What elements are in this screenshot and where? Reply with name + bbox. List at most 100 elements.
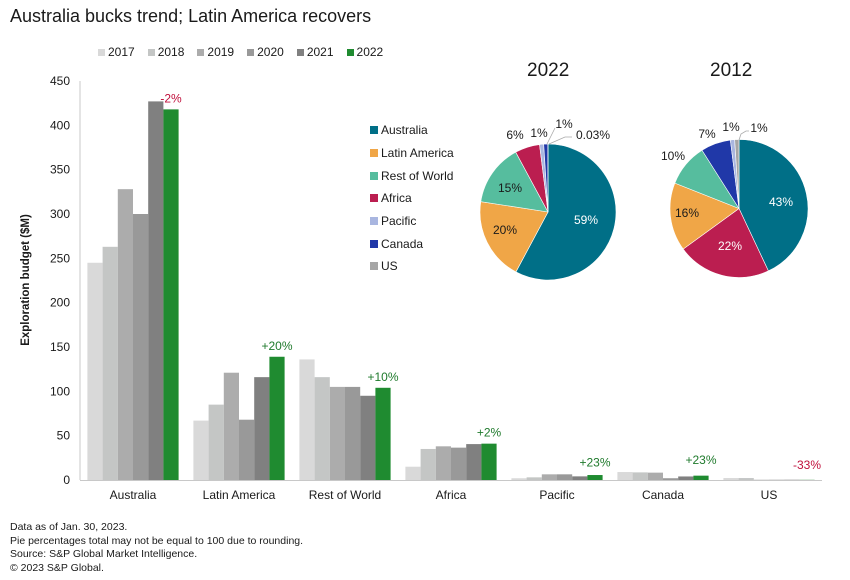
pie-slice-latin-america — [669, 182, 740, 250]
bar-2022 — [375, 387, 391, 480]
bar-group: -2% +20% +10% +2% +23% +23% -33% — [87, 91, 821, 480]
bar-2022 — [587, 475, 603, 480]
legend-swatch — [370, 217, 378, 226]
bar-2017 — [617, 472, 633, 480]
bar-2018 — [632, 472, 648, 480]
pie-value-label: 15% — [498, 181, 522, 195]
bar-2018 — [420, 448, 436, 480]
bar-2021 — [254, 377, 270, 480]
x-tick-label: Africa — [436, 488, 467, 502]
pie-value-label: 1% — [555, 117, 573, 131]
axes: Australia Latin America Rest of World Afric… — [50, 74, 822, 502]
region-legend: Australia Latin America Rest of World Af… — [370, 119, 454, 278]
note-date: Data as of Jan. 30, 2023. — [10, 521, 128, 533]
legend-label: 2022 — [356, 45, 384, 59]
chart-title: Australia bucks trend; Latin America rec… — [10, 6, 372, 26]
x-tick-label: US — [761, 488, 778, 502]
legend-label: 2019 — [207, 45, 235, 59]
bar-2022 — [269, 356, 285, 480]
pie-slice-latin-america — [479, 201, 549, 273]
y-tick-label: 100 — [50, 384, 70, 398]
pie-slice-australia — [515, 143, 617, 281]
leader-line — [548, 136, 572, 145]
bar-2020 — [663, 478, 679, 480]
legend-swatch — [247, 48, 255, 56]
pie-value-label: 6% — [506, 128, 524, 142]
legend-label: 2020 — [257, 45, 284, 59]
y-tick-label: 350 — [50, 163, 70, 177]
x-tick-label: Latin America — [203, 488, 276, 502]
bar-2021 — [572, 476, 588, 480]
bar-2018 — [738, 478, 754, 480]
pie-title-2022: 2022 — [527, 60, 570, 81]
change-label: +23% — [579, 455, 610, 469]
bar-2021 — [678, 476, 694, 480]
legend-item-rest-of-world: Rest of World — [370, 164, 454, 187]
bar-2021 — [466, 444, 482, 480]
pie-value-label: 10% — [661, 149, 685, 163]
legend-item-2018: 2018 — [147, 45, 185, 59]
x-tick-label: Australia — [110, 488, 157, 502]
bar-2021 — [360, 395, 376, 480]
legend-item-africa: Africa — [370, 187, 454, 210]
pie-value-label: 7% — [698, 127, 716, 141]
footnotes: Data as of Jan. 30, 2023. Pie percentage… — [10, 521, 303, 575]
bar-2019 — [647, 472, 663, 480]
bar-2020 — [239, 419, 255, 480]
y-tick-label: 200 — [50, 296, 70, 310]
bar-2020 — [451, 447, 467, 480]
legend-item-2021: 2021 — [296, 45, 334, 59]
legend-swatch — [370, 194, 378, 203]
legend-label: Rest of World — [381, 168, 454, 183]
x-tick-label: Canada — [642, 488, 684, 502]
x-tick-label: Pacific — [539, 488, 574, 502]
x-tick-label: Rest of World — [309, 488, 381, 502]
bar-2017 — [299, 359, 315, 480]
legend-item-2017: 2017 — [98, 45, 135, 59]
leader-line — [738, 130, 749, 141]
legend-label: 2018 — [157, 45, 185, 59]
change-label: -33% — [793, 458, 821, 472]
pie-value-label: 22% — [718, 239, 742, 253]
note-copyright: © 2023 S&P Global. — [10, 561, 104, 574]
bar-2022 — [163, 109, 179, 480]
bar-2021 — [148, 101, 164, 480]
legend-label: Pacific — [381, 214, 417, 229]
bar-2019 — [329, 386, 345, 480]
pie-value-label: 20% — [493, 223, 517, 237]
legend-item-2019: 2019 — [197, 45, 234, 59]
legend-swatch — [296, 48, 304, 56]
legend-swatch — [147, 48, 155, 56]
pie-value-label: 16% — [675, 206, 699, 220]
bar-2018 — [526, 477, 542, 480]
legend-swatch — [370, 262, 378, 271]
legend-label: 2021 — [306, 45, 334, 59]
legend-item-latin-america: Latin America — [370, 142, 454, 165]
legend-item-2020: 2020 — [247, 45, 284, 59]
y-tick-label: 450 — [50, 74, 70, 88]
pie-title-2012: 2012 — [710, 60, 753, 81]
leader-line — [546, 127, 556, 145]
bar-2017 — [511, 478, 527, 480]
change-label: +20% — [261, 339, 292, 353]
pie-value-label: 43% — [769, 195, 793, 209]
legend-item-2022: 2022 — [346, 45, 384, 59]
pie-value-label: 1% — [530, 126, 548, 140]
legend-item-pacific: Pacific — [370, 210, 454, 233]
y-tick-label: 300 — [50, 207, 70, 221]
pie-slice-rest-of-world — [480, 151, 549, 213]
legend-label: US — [381, 259, 398, 274]
bar-2020 — [345, 386, 361, 480]
bar-2017 — [87, 262, 103, 480]
bar-2018 — [102, 246, 118, 480]
legend-label: Africa — [381, 191, 412, 206]
note-source: Source: S&P Global Market Intelligence. — [10, 548, 198, 560]
pie-value-label: 0.03% — [576, 128, 610, 142]
y-axis-label: Exploration budget ($M) — [20, 214, 32, 346]
legend-item-canada: Canada — [370, 232, 454, 255]
pie-group: 59%20%15%6% 1%1%0.03%43%22%16%10%7% 1% 1% — [479, 117, 809, 281]
bar-2022 — [693, 475, 709, 480]
bar-2018 — [314, 377, 330, 480]
bar-2020 — [557, 474, 573, 480]
legend-label: 2017 — [108, 45, 135, 59]
